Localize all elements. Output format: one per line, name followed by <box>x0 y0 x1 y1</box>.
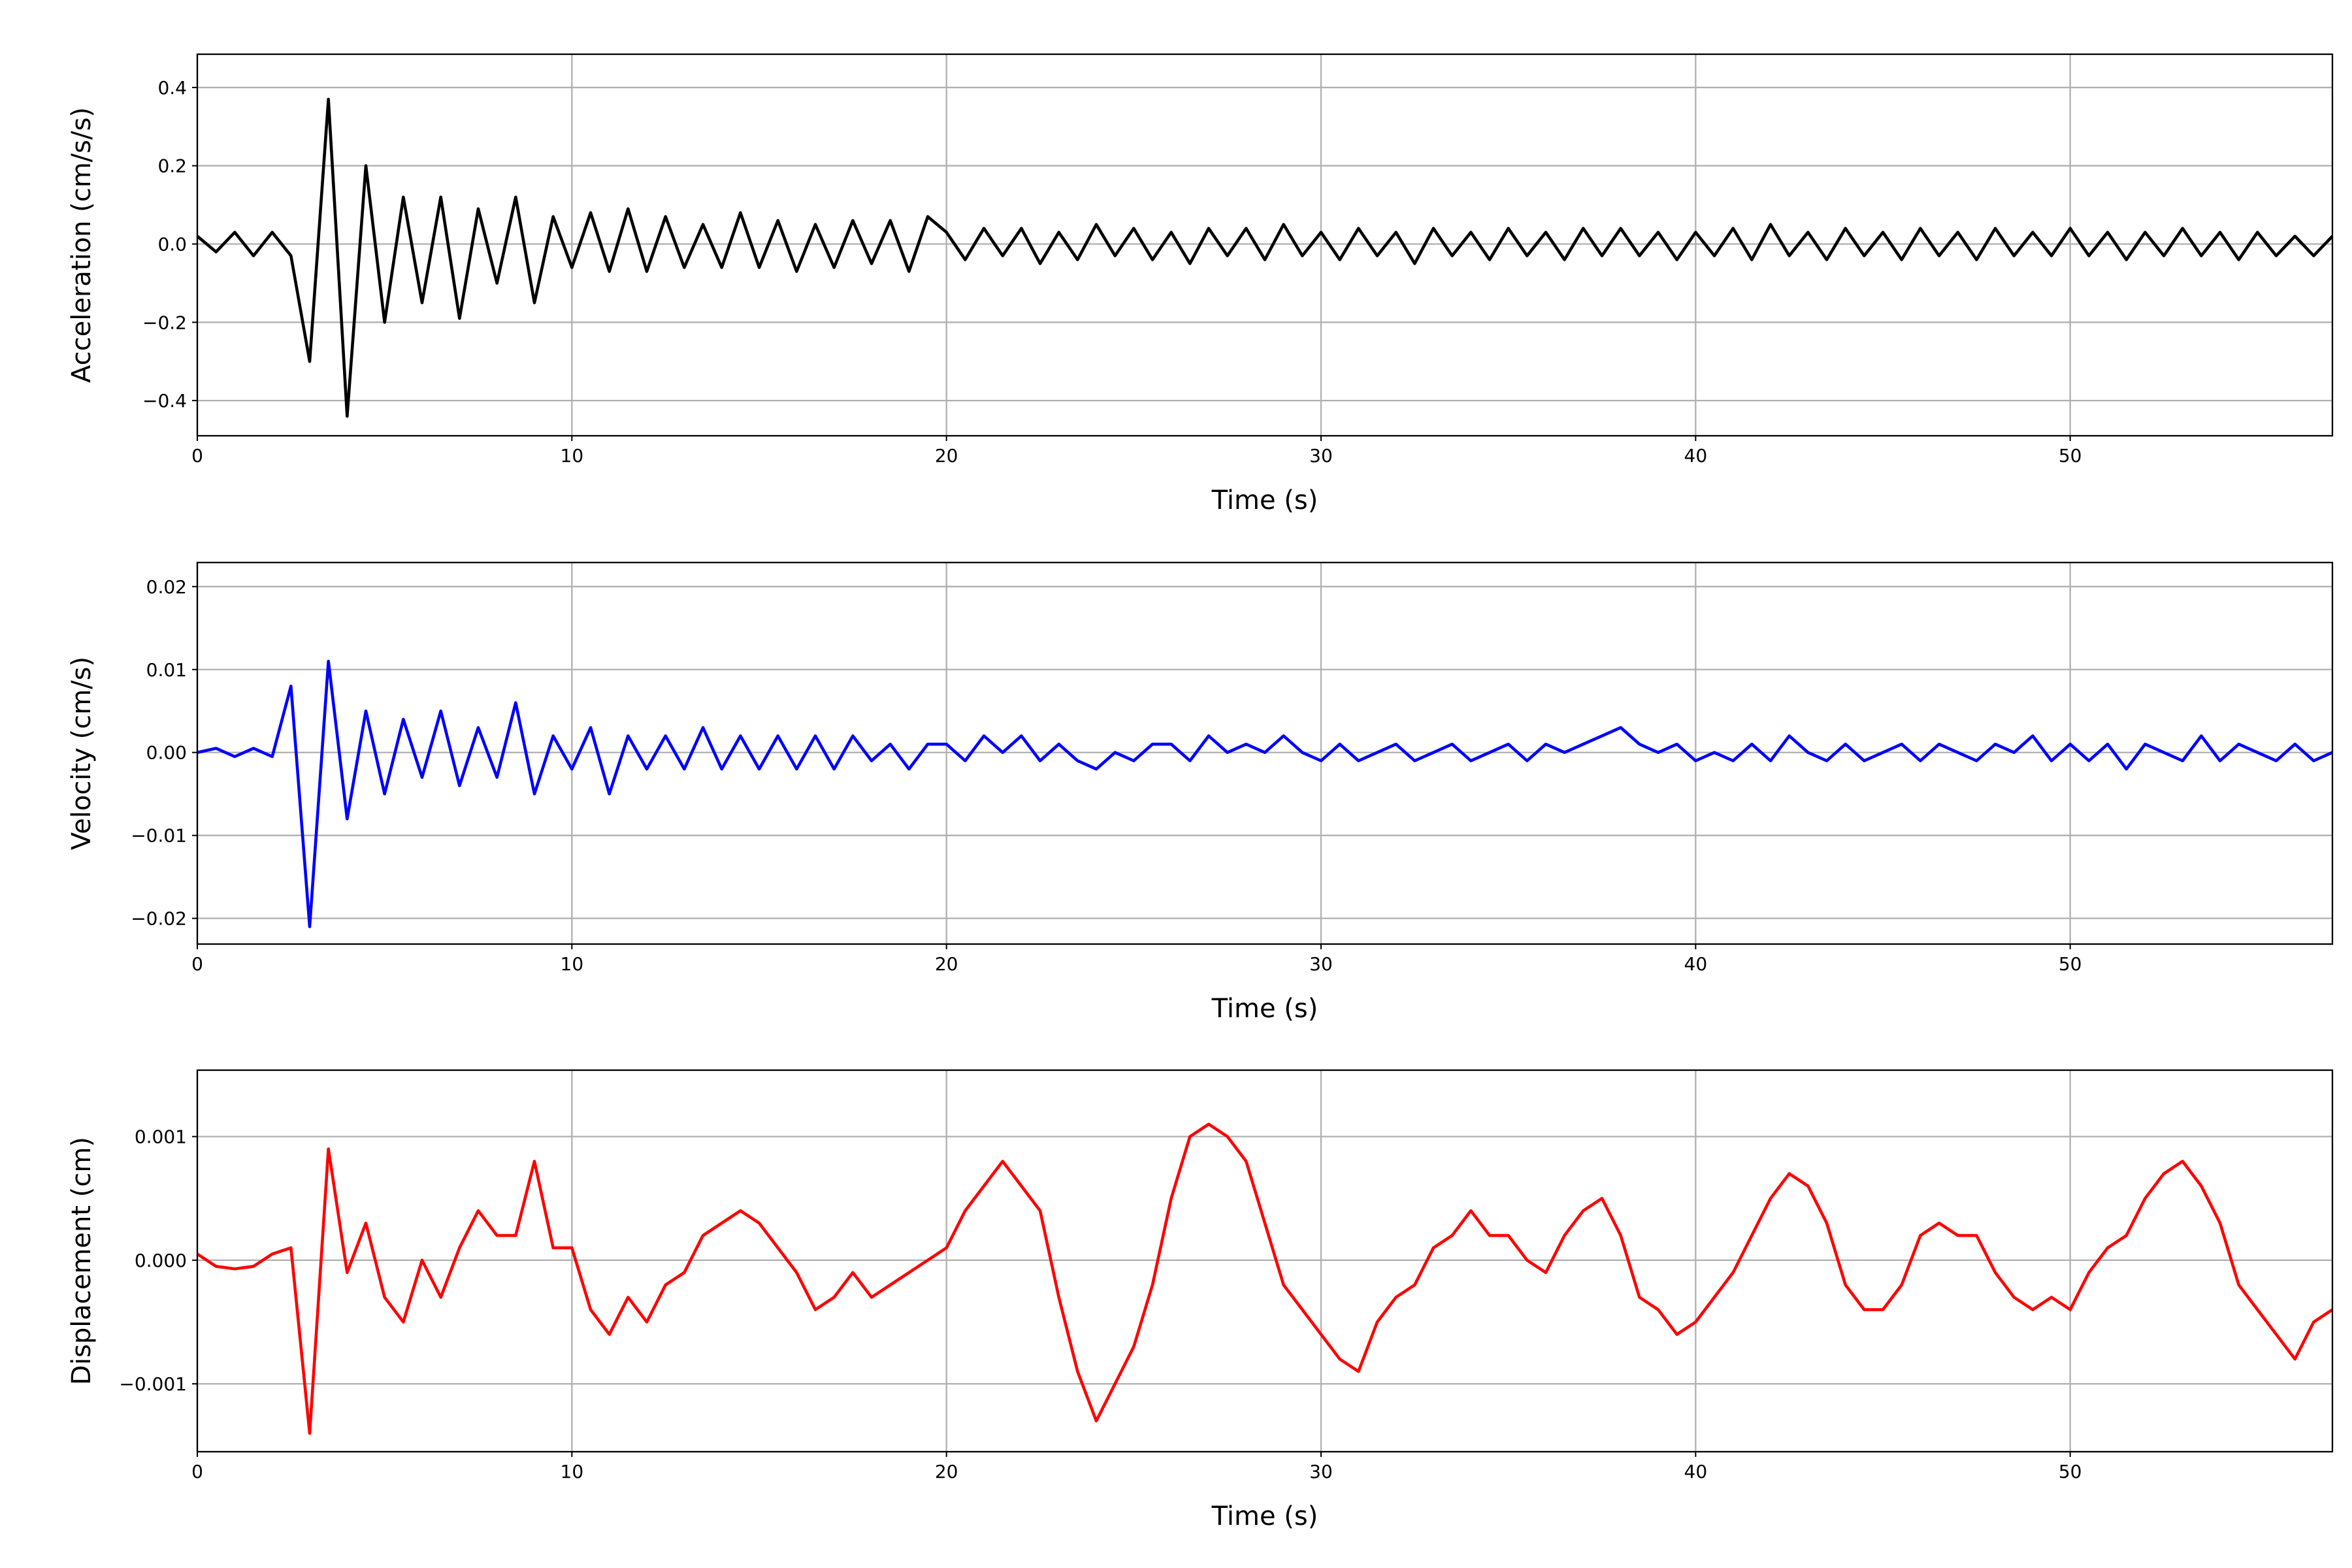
panel: 0 10 20 30 40 50 −0.001 0.000 0.001 Time (s) Displ… <box>67 1069 2334 1531</box>
x-tick-label: 50 <box>2059 445 2082 466</box>
panel: 0 10 20 30 40 50 −0.4 −0.2 0.0 0.2 0.4 Time (s) Acce… <box>67 53 2334 515</box>
axes-frame <box>196 1069 2334 1453</box>
x-tick-label: 50 <box>2059 953 2082 975</box>
x-axis-label: Time (s) <box>1211 1501 1318 1531</box>
y-tick-label: 0.0 <box>157 234 187 255</box>
y-tick-label: −0.02 <box>131 908 187 930</box>
x-tick-label: 30 <box>1309 445 1333 466</box>
x-axis-label: Time (s) <box>1211 485 1318 515</box>
y-tick-label: 0.001 <box>135 1126 187 1148</box>
x-tick-label: 40 <box>1684 1461 1708 1482</box>
x-tick-label: 10 <box>561 445 584 466</box>
x-tick-label: 0 <box>191 953 203 975</box>
data-line <box>197 659 2332 928</box>
data-line <box>197 97 2332 418</box>
x-tick-label: 40 <box>1684 953 1708 975</box>
x-tick-label: 40 <box>1684 445 1708 466</box>
y-axis-label: Velocity (cm/s) <box>67 657 97 850</box>
y-axis-label: Acceleration (cm/s/s) <box>67 107 97 383</box>
panel: 0 10 20 30 40 50 −0.02 −0.01 0.00 0.01 0.02 Time (s… <box>67 561 2334 1024</box>
y-tick-label: 0.000 <box>135 1250 187 1271</box>
x-tick-label: 0 <box>191 445 203 466</box>
axes-frame <box>196 53 2334 437</box>
y-tick-label: −0.2 <box>142 312 187 333</box>
x-tick-label: 50 <box>2059 1461 2082 1482</box>
y-tick-label: 0.00 <box>146 742 187 764</box>
y-tick-label: 0.01 <box>146 659 187 681</box>
x-tick-label: 20 <box>935 1461 958 1482</box>
x-axis-label: Time (s) <box>1211 994 1318 1024</box>
axes-frame <box>196 561 2334 945</box>
x-tick-label: 10 <box>561 953 584 975</box>
x-tick-label: 0 <box>191 1461 203 1482</box>
y-tick-label: −0.01 <box>131 825 187 847</box>
y-tick-label: 0.4 <box>157 77 187 99</box>
y-axis-label: Displacement (cm) <box>67 1137 97 1385</box>
y-tick-label: 0.2 <box>157 155 187 177</box>
y-tick-label: −0.4 <box>142 390 187 412</box>
x-tick-label: 20 <box>935 953 958 975</box>
x-tick-label: 30 <box>1309 953 1333 975</box>
x-tick-label: 10 <box>561 1461 584 1482</box>
x-tick-label: 20 <box>935 445 958 466</box>
x-tick-label: 30 <box>1309 1461 1333 1482</box>
y-tick-label: −0.001 <box>119 1373 187 1395</box>
y-tick-label: 0.02 <box>146 576 187 598</box>
data-line <box>197 1122 2332 1435</box>
